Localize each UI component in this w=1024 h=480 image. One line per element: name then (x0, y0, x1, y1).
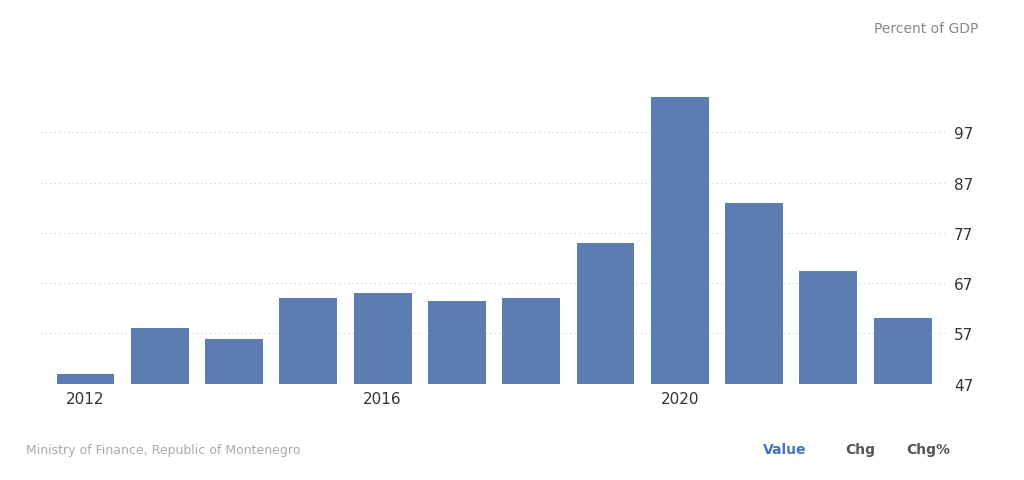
Text: Chg: Chg (845, 442, 874, 456)
Bar (725, 203, 783, 480)
Bar (56, 374, 115, 480)
Bar (131, 329, 188, 480)
Bar (800, 271, 857, 480)
Bar (577, 243, 635, 480)
Bar (353, 294, 412, 480)
Bar (280, 299, 337, 480)
Bar (651, 98, 709, 480)
Text: Chg%: Chg% (906, 442, 950, 456)
Text: Percent of GDP: Percent of GDP (873, 22, 978, 36)
Bar (205, 339, 263, 480)
Text: Value: Value (763, 442, 806, 456)
Text: Ministry of Finance, Republic of Montenegro: Ministry of Finance, Republic of Montene… (26, 443, 300, 456)
Bar (428, 301, 486, 480)
Bar (502, 299, 560, 480)
Bar (873, 319, 932, 480)
